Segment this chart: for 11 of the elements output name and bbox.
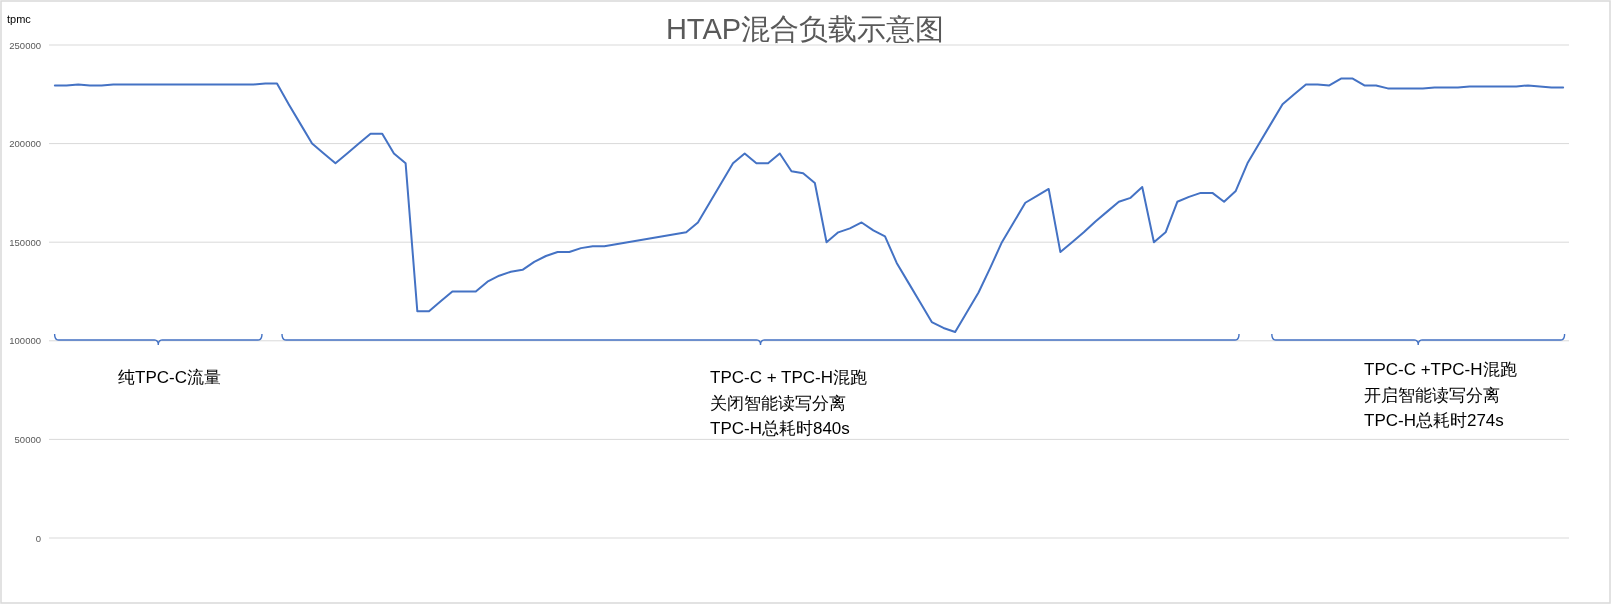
y-tick-label: 250000	[9, 39, 41, 51]
y-tick-label: 50000	[14, 433, 41, 445]
annotation: 纯TPC-C流量	[118, 368, 221, 387]
y-tick-label: 100000	[9, 335, 41, 347]
y-axis-title: tpmc	[7, 13, 32, 25]
y-tick-label: 150000	[9, 236, 41, 248]
y-tick-label: 0	[35, 532, 41, 544]
annotation: TPC-C + TPC-H混跑关闭智能读写分离TPC-H总耗时840s	[710, 368, 867, 438]
annotation: TPC-C +TPC-H混跑开启智能读写分离TPC-H总耗时274s	[1364, 360, 1517, 430]
chart-title: HTAP混合负载示意图	[665, 13, 945, 45]
y-tick-label: 200000	[9, 138, 41, 150]
